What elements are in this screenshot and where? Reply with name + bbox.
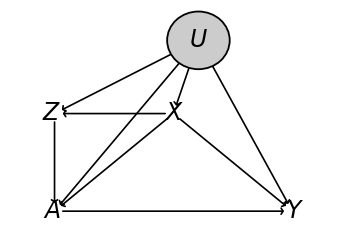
- Text: $A$: $A$: [42, 200, 60, 223]
- Text: $Y$: $Y$: [286, 200, 304, 223]
- Text: $Z$: $Z$: [42, 102, 61, 125]
- Ellipse shape: [167, 12, 230, 69]
- Text: $U$: $U$: [189, 29, 208, 52]
- Text: $X$: $X$: [164, 102, 183, 125]
